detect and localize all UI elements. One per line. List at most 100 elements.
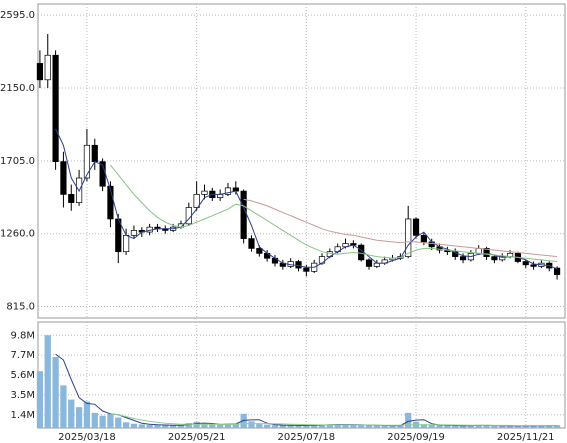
volume-bar	[389, 425, 396, 428]
volume-bar	[232, 424, 239, 428]
candle-body	[365, 259, 373, 267]
volume-bar	[475, 425, 482, 428]
volume-bar	[75, 407, 83, 428]
volume-bar	[326, 424, 333, 428]
volume-bar	[420, 424, 428, 428]
x-tick-label: 2025/09/19	[387, 432, 445, 443]
volume-bar	[506, 425, 514, 428]
volume-bar	[444, 425, 451, 428]
volume-bar	[514, 425, 522, 428]
volume-bar	[264, 424, 271, 428]
candle-body	[201, 190, 208, 195]
volume-bar	[279, 425, 286, 428]
moving-average	[55, 128, 558, 270]
volume-bar	[334, 424, 341, 428]
candle-body	[107, 185, 114, 220]
y-tick-label: 1.4M	[10, 410, 35, 421]
volume-bar	[287, 425, 294, 428]
volume-bar	[295, 425, 302, 428]
volume-bar	[491, 425, 498, 428]
candle-body	[52, 54, 59, 163]
y-tick-label: 9.8M	[10, 330, 35, 341]
candle-body	[36, 63, 44, 81]
candle-body	[295, 261, 302, 269]
volume-bar	[52, 357, 59, 428]
volume-bar	[60, 385, 67, 428]
volume-bar	[36, 371, 44, 428]
volume-bar	[553, 425, 561, 428]
candle-body	[499, 256, 506, 261]
volume-bar	[452, 425, 459, 428]
candle-body	[193, 194, 200, 208]
candle-body	[130, 230, 138, 236]
candle-body	[224, 187, 232, 195]
y-tick-label: 7.7M	[10, 350, 35, 361]
x-tick-label: 2025/05/21	[168, 432, 226, 443]
moving-average	[110, 164, 558, 262]
volume-bar	[428, 424, 435, 428]
x-tick-label: 2025/03/18	[58, 432, 116, 443]
y-tick-label: 1705.0	[0, 156, 35, 167]
volume-bar	[546, 425, 553, 428]
volume-bar	[381, 425, 388, 428]
candle-body	[303, 267, 310, 272]
volume-bar	[373, 425, 380, 428]
volume-bar	[115, 417, 122, 428]
candle-body	[60, 161, 67, 195]
volume-bar	[99, 415, 106, 428]
y-tick-label: 2595.0	[0, 10, 35, 21]
volume-bar	[146, 424, 153, 428]
volume-bar	[107, 413, 114, 428]
candle-body	[240, 190, 247, 239]
volume-bar	[130, 423, 138, 428]
volume-bar	[499, 425, 506, 428]
candle-body	[256, 248, 263, 254]
volume-bar	[311, 424, 318, 428]
volume-bar	[138, 424, 145, 428]
volume-bar	[538, 425, 545, 428]
volume-bar	[397, 425, 404, 428]
volume-bar	[522, 425, 529, 428]
volume-bar	[83, 401, 91, 428]
volume-bar	[318, 424, 326, 428]
volume-bar	[248, 421, 255, 428]
volume-bar	[91, 412, 98, 428]
volume-bar	[405, 412, 412, 428]
candle-body	[420, 234, 427, 243]
volume-bar	[483, 425, 490, 428]
volume-bar	[122, 422, 130, 428]
volume-bar	[467, 425, 475, 428]
volume-bar	[271, 425, 279, 428]
volume-bar	[185, 423, 192, 428]
volume-bar	[162, 424, 169, 428]
candle-body	[412, 218, 420, 236]
volume-bar	[459, 425, 467, 428]
y-tick-label: 815.0	[6, 302, 35, 313]
volume-bar	[201, 424, 208, 428]
volume-bar	[177, 425, 185, 428]
volume-bar	[436, 425, 443, 428]
volume-bar	[303, 425, 310, 428]
volume-bar	[209, 424, 216, 428]
candle-body	[91, 144, 98, 163]
x-tick-label: 2025/07/18	[278, 432, 336, 443]
candle-body	[459, 256, 467, 261]
x-tick-label: 2025/11/21	[497, 432, 555, 443]
volume-bar	[154, 425, 161, 428]
y-tick-label: 5.6M	[10, 370, 35, 381]
candle-body	[530, 264, 537, 267]
volume-bar	[217, 424, 224, 428]
candle-body	[405, 218, 412, 257]
y-tick-label: 1260.0	[0, 229, 35, 240]
y-tick-label: 2150.0	[0, 83, 35, 94]
candle-body	[44, 54, 51, 81]
candle-body	[123, 234, 130, 253]
moving-average	[110, 413, 558, 427]
moving-average	[243, 198, 558, 258]
volume-bar	[342, 424, 349, 428]
volume-bar	[44, 335, 51, 428]
candle-body	[68, 194, 75, 203]
volume-bar	[68, 399, 75, 428]
volume-bar	[193, 421, 200, 428]
